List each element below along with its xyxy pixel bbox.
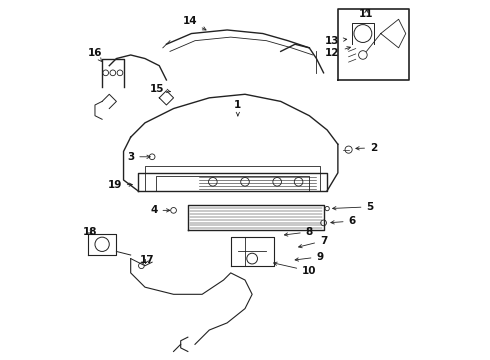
Text: 17: 17 xyxy=(140,255,154,265)
Text: 16: 16 xyxy=(88,48,102,62)
Text: 5: 5 xyxy=(333,202,374,212)
Text: 15: 15 xyxy=(150,84,170,94)
Text: 19: 19 xyxy=(107,180,132,190)
Text: 7: 7 xyxy=(298,236,327,248)
Text: 13: 13 xyxy=(325,36,347,46)
Text: 3: 3 xyxy=(127,152,150,162)
Text: 6: 6 xyxy=(331,216,356,226)
Text: 9: 9 xyxy=(295,252,323,262)
Text: 8: 8 xyxy=(284,227,313,237)
Text: 11: 11 xyxy=(359,9,374,19)
Text: 10: 10 xyxy=(273,262,317,276)
Text: 14: 14 xyxy=(182,16,206,30)
Text: 18: 18 xyxy=(82,227,97,237)
Text: 1: 1 xyxy=(234,100,242,116)
Text: 4: 4 xyxy=(150,205,170,215)
Text: 12: 12 xyxy=(325,47,350,58)
Text: 2: 2 xyxy=(356,143,377,153)
